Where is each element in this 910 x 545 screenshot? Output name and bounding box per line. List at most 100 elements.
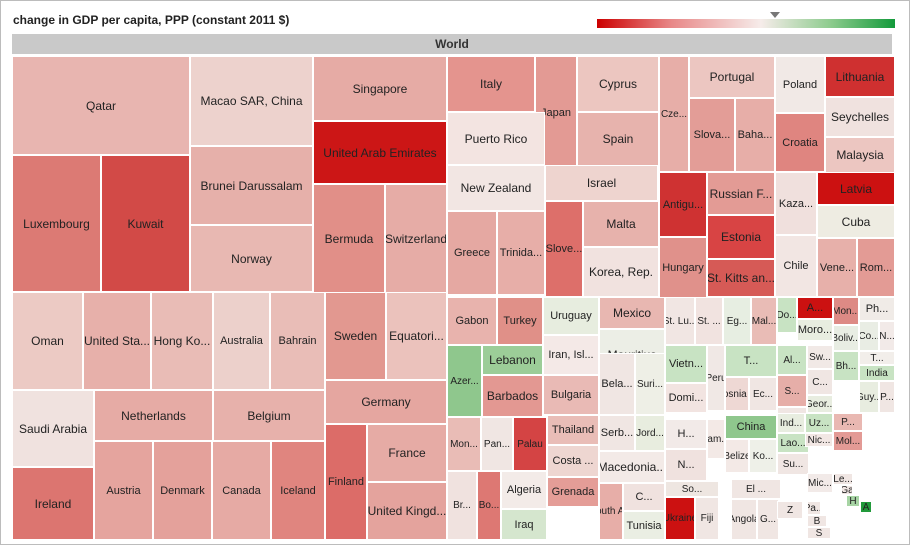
treemap-tile[interactable]: So... xyxy=(665,481,719,497)
treemap-tile[interactable]: P... xyxy=(879,381,895,413)
treemap-tile[interactable]: Cze... xyxy=(659,56,689,172)
treemap-tile[interactable]: Hong Ko... xyxy=(151,292,213,390)
treemap-tile[interactable]: Latvia xyxy=(817,172,895,205)
treemap-tile[interactable]: St. ... xyxy=(695,297,723,345)
treemap-tile[interactable]: Spain xyxy=(577,112,659,166)
treemap-tile[interactable]: Geor... xyxy=(807,395,833,413)
treemap-tile[interactable]: Azer... xyxy=(447,345,482,417)
treemap-tile[interactable]: Sweden xyxy=(325,292,386,380)
treemap-tile[interactable]: Ireland xyxy=(12,467,94,540)
treemap-tile[interactable]: Trinida... xyxy=(497,211,545,295)
treemap-tile[interactable]: Belgium xyxy=(213,390,325,441)
treemap-tile[interactable]: Su... xyxy=(777,453,809,475)
treemap-tile[interactable]: Italy xyxy=(447,56,535,112)
treemap-tile[interactable]: Baha... xyxy=(735,98,775,172)
treemap-tile[interactable]: Austria xyxy=(94,441,153,540)
treemap-tile[interactable]: Brunei Darussalam xyxy=(190,146,313,225)
treemap-tile[interactable]: Greece xyxy=(447,211,497,295)
treemap-tile[interactable]: Algeria xyxy=(501,471,547,509)
group-header-world[interactable]: World xyxy=(12,34,892,54)
treemap-tile[interactable]: N... xyxy=(879,321,895,351)
treemap-tile[interactable]: G... xyxy=(757,499,779,540)
treemap-tile[interactable]: Br... xyxy=(447,471,477,540)
treemap-tile[interactable]: Vietn... xyxy=(665,345,707,383)
treemap-tile[interactable]: St. Lu... xyxy=(665,297,695,345)
treemap-tile[interactable]: Serb... xyxy=(599,415,635,451)
treemap-tile[interactable]: United Arab Emirates xyxy=(313,121,447,184)
treemap-tile[interactable]: Denmark xyxy=(153,441,212,540)
treemap-tile[interactable]: Nic... xyxy=(805,433,833,447)
treemap-tile[interactable]: Slove... xyxy=(545,201,583,297)
treemap-tile[interactable]: Belize xyxy=(725,439,749,473)
treemap-tile[interactable]: Angola xyxy=(731,499,757,540)
treemap-tile[interactable]: Germany xyxy=(325,380,447,424)
treemap-tile[interactable]: Ukraine xyxy=(665,497,695,540)
treemap-tile[interactable]: A xyxy=(860,501,872,513)
treemap-tile[interactable]: Palau xyxy=(513,417,547,471)
treemap-tile[interactable]: Pan... xyxy=(481,417,513,471)
treemap-tile[interactable]: Z xyxy=(777,501,803,519)
treemap-tile[interactable]: Eg... xyxy=(723,297,751,345)
treemap-tile[interactable]: Estonia xyxy=(707,215,775,259)
treemap-tile[interactable]: Bo... xyxy=(477,471,501,540)
treemap-tile[interactable]: Iceland xyxy=(271,441,325,540)
treemap-tile[interactable]: Cuba xyxy=(817,205,895,238)
treemap-tile[interactable]: Israel xyxy=(545,165,658,201)
treemap-tile[interactable]: Chile xyxy=(775,235,817,297)
treemap-tile[interactable]: Al... xyxy=(777,345,807,375)
treemap-tile[interactable]: Lebanon xyxy=(482,345,543,375)
treemap-tile[interactable]: Mexico xyxy=(599,297,665,329)
treemap-tile[interactable]: Mon... xyxy=(833,297,859,325)
treemap-tile[interactable]: New Zealand xyxy=(447,165,545,211)
treemap-tile[interactable]: Bh... xyxy=(833,351,859,381)
treemap-tile[interactable]: N... xyxy=(665,449,707,481)
treemap-tile[interactable]: Le... xyxy=(833,473,853,485)
treemap-tile[interactable]: St. Kitts an... xyxy=(707,259,775,297)
treemap-tile[interactable]: Vene... xyxy=(817,238,857,297)
treemap-tile[interactable]: United Kingd... xyxy=(367,482,447,540)
treemap-tile[interactable]: Bela... xyxy=(599,353,635,415)
treemap-tile[interactable]: Luxembourg xyxy=(12,155,101,292)
treemap-tile[interactable]: Pa... xyxy=(807,501,821,515)
treemap-tile[interactable]: Uruguay xyxy=(543,297,599,335)
treemap-tile[interactable]: Portugal xyxy=(689,56,775,98)
treemap-tile[interactable]: Ph... xyxy=(859,297,895,321)
treemap-tile[interactable]: Finland xyxy=(325,424,367,540)
treemap-tile[interactable]: Sw... xyxy=(807,345,833,369)
treemap-tile[interactable]: Kuwait xyxy=(101,155,190,292)
treemap-tile[interactable]: Netherlands xyxy=(94,390,213,441)
treemap-tile[interactable]: Rom... xyxy=(857,238,895,297)
treemap-tile[interactable]: Norway xyxy=(190,225,313,292)
treemap-tile[interactable]: Antigu... xyxy=(659,172,707,237)
treemap-tile[interactable]: T... xyxy=(859,351,895,365)
treemap-tile[interactable]: Do... xyxy=(777,297,797,333)
treemap-tile[interactable]: S xyxy=(807,527,831,539)
treemap-tile[interactable]: Suri... xyxy=(635,353,665,415)
treemap-tile[interactable]: H xyxy=(846,495,860,507)
treemap-tile[interactable]: India xyxy=(859,365,895,381)
treemap-tile[interactable]: Malaysia xyxy=(825,137,895,173)
treemap-tile[interactable]: Ko... xyxy=(749,439,777,473)
treemap-tile[interactable]: Saudi Arabia xyxy=(12,390,94,467)
treemap-tile[interactable]: Slova... xyxy=(689,98,735,172)
treemap-tile[interactable]: T... xyxy=(725,345,777,377)
treemap-tile[interactable]: H... xyxy=(665,419,707,449)
treemap-tile[interactable]: Macao SAR, China xyxy=(190,56,313,146)
treemap-tile[interactable]: Korea, Rep. xyxy=(583,247,659,297)
treemap-tile[interactable]: Macedonia... xyxy=(599,451,665,483)
treemap-tile[interactable]: Jord... xyxy=(635,415,665,451)
treemap-tile[interactable]: B xyxy=(807,515,827,527)
treemap-tile[interactable]: Australia xyxy=(213,292,270,390)
treemap-tile[interactable]: Bahrain xyxy=(270,292,325,390)
treemap-tile[interactable]: Mon... xyxy=(447,417,481,471)
treemap-tile[interactable]: Lithuania xyxy=(825,56,895,97)
treemap-tile[interactable]: P... xyxy=(833,413,863,431)
treemap-tile[interactable]: South A... xyxy=(599,483,623,540)
treemap-tile[interactable]: El ... xyxy=(731,479,781,499)
treemap-tile[interactable]: Turkey xyxy=(497,297,543,345)
treemap-tile[interactable]: C... xyxy=(623,483,665,511)
treemap-tile[interactable]: Puerto Rico xyxy=(447,112,545,165)
treemap-tile[interactable]: Boliv... xyxy=(833,325,859,351)
treemap-tile[interactable]: Moro... xyxy=(797,319,833,341)
treemap-tile[interactable]: Domi... xyxy=(665,383,707,413)
